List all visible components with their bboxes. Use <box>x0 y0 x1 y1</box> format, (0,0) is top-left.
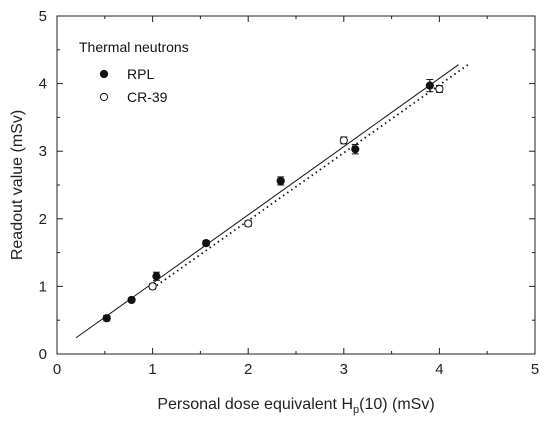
legend-title: Thermal neutrons <box>79 39 189 55</box>
data-point-cr39 <box>148 282 157 291</box>
fit-lines <box>75 63 469 339</box>
data-point-rpl <box>425 81 434 90</box>
data-point-rpl <box>127 295 136 305</box>
y-tick-label: 5 <box>39 8 47 25</box>
data-point-rpl <box>102 314 111 323</box>
x-tick-label: 5 <box>531 361 539 378</box>
legend-marker-cr39 <box>99 92 109 102</box>
data-point-cr39 <box>435 84 444 94</box>
x-axis-title-main: Personal dose equivalent H <box>157 396 353 413</box>
y-tick-label: 3 <box>39 143 47 160</box>
legend-label-cr39: CR-39 <box>127 89 168 105</box>
legend-marker-rpl <box>99 69 109 79</box>
x-tick-label: 3 <box>340 361 348 378</box>
data-point-cr39 <box>244 219 253 228</box>
fit-line-cr39 <box>152 63 469 290</box>
data-point-cr39 <box>339 136 348 145</box>
x-axis-title: Personal dose equivalent Hp(10) (mSv) <box>157 396 434 416</box>
x-tick-label: 0 <box>53 361 61 378</box>
y-tick-label: 1 <box>39 278 47 295</box>
data-point-rpl <box>276 176 285 186</box>
data-point-rpl <box>202 239 211 248</box>
x-tick-label: 2 <box>244 361 252 378</box>
data-points <box>102 79 444 323</box>
x-axis-title-subscript: p <box>353 404 359 416</box>
x-tick-label: 1 <box>148 361 156 378</box>
fit-line-rpl <box>75 64 459 339</box>
data-point-rpl <box>152 272 161 281</box>
x-tick-label: 4 <box>435 361 443 378</box>
ticks: 0 1 2 3 4 5 0 1 2 3 4 5 <box>39 8 540 378</box>
y-tick-label: 0 <box>39 346 47 363</box>
legend: Thermal neutrons RPL CR-39 <box>79 39 189 105</box>
y-axis-title: Readout value (mSv) <box>9 110 26 260</box>
x-axis-title-suffix: (10) (mSv) <box>359 396 435 413</box>
data-point-rpl <box>351 145 360 154</box>
y-tick-label: 4 <box>39 76 47 93</box>
y-tick-label: 2 <box>39 211 47 228</box>
legend-label-rpl: RPL <box>127 66 154 82</box>
